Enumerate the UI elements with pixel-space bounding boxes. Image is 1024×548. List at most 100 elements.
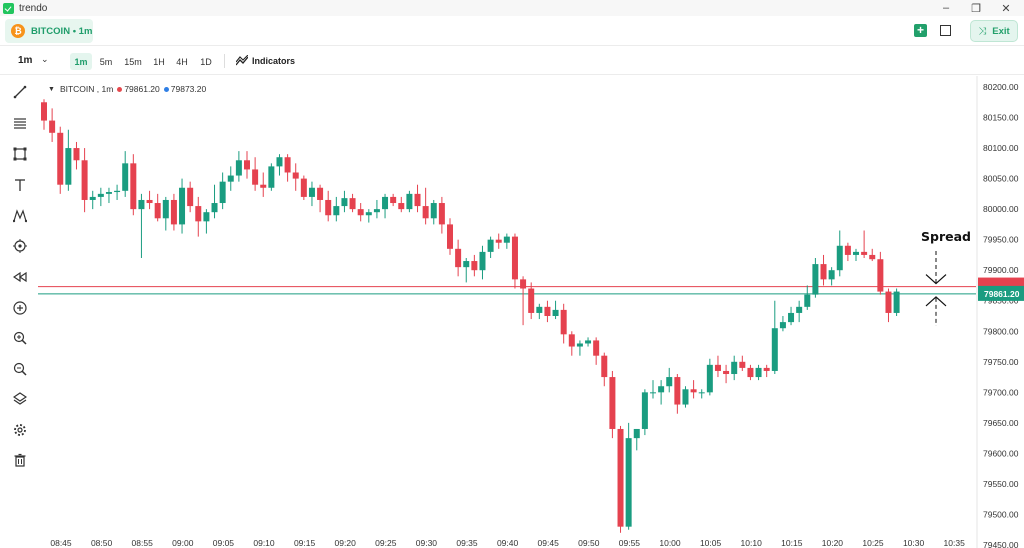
candle-body[interactable]: [179, 187, 186, 225]
candle-body[interactable]: [650, 392, 656, 394]
candle-body[interactable]: [560, 309, 567, 335]
candle-body[interactable]: [122, 163, 129, 191]
trend-line-icon[interactable]: [11, 83, 29, 101]
timeframe-4h[interactable]: 4H: [176, 56, 188, 67]
candle-body[interactable]: [617, 428, 624, 527]
candle-body[interactable]: [641, 392, 648, 429]
candle-body[interactable]: [422, 206, 429, 219]
candle-body[interactable]: [455, 248, 462, 268]
candle-body[interactable]: [861, 251, 868, 255]
symbol-tab[interactable]: ₿ BITCOIN • 1m: [5, 19, 93, 43]
candle-body[interactable]: [130, 163, 137, 210]
candle-body[interactable]: [609, 377, 616, 429]
candle-body[interactable]: [284, 157, 291, 173]
candle-body[interactable]: [438, 203, 445, 225]
candle-body[interactable]: [779, 322, 786, 329]
candle-body[interactable]: [885, 291, 892, 313]
add-icon[interactable]: [11, 299, 29, 317]
candle-body[interactable]: [536, 306, 543, 313]
layout-toggle-button[interactable]: [940, 25, 951, 36]
candle-body[interactable]: [276, 157, 283, 167]
candle-body[interactable]: [731, 361, 738, 375]
candle-body[interactable]: [81, 160, 88, 200]
add-chart-button[interactable]: +: [914, 24, 927, 37]
interval-select[interactable]: 1m: [18, 55, 33, 66]
restore-icon[interactable]: ❐: [971, 2, 981, 15]
candle-body[interactable]: [341, 198, 348, 207]
candle-body[interactable]: [252, 169, 259, 185]
horizontal-lines-icon[interactable]: [11, 114, 29, 132]
candle-body[interactable]: [138, 199, 145, 210]
candle-body[interactable]: [97, 193, 104, 197]
layers-icon[interactable]: [11, 390, 29, 408]
candle-body[interactable]: [308, 187, 315, 197]
candle-body[interactable]: [430, 203, 437, 219]
candle-body[interactable]: [414, 193, 421, 207]
candle-body[interactable]: [844, 245, 851, 255]
candle-body[interactable]: [154, 203, 161, 219]
zoom-in-icon[interactable]: [11, 329, 29, 347]
candle-body[interactable]: [382, 196, 389, 210]
candle-body[interactable]: [203, 212, 210, 222]
candle-body[interactable]: [495, 239, 502, 243]
pattern-icon[interactable]: [11, 207, 29, 225]
candle-body[interactable]: [57, 132, 64, 185]
candle-body[interactable]: [544, 306, 551, 316]
candle-body[interactable]: [73, 148, 80, 161]
timeframe-1m[interactable]: 1m: [70, 53, 92, 70]
timeframe-15m[interactable]: 15m: [124, 56, 142, 67]
candle-body[interactable]: [317, 187, 324, 200]
candle-body[interactable]: [698, 392, 705, 394]
candle-body[interactable]: [89, 196, 96, 200]
candle-body[interactable]: [349, 198, 356, 210]
candle-body[interactable]: [325, 199, 332, 216]
candle-body[interactable]: [820, 264, 827, 280]
candle-body[interactable]: [520, 279, 527, 289]
candle-body[interactable]: [235, 160, 242, 176]
candle-body[interactable]: [763, 367, 770, 371]
candle-body[interactable]: [747, 367, 754, 378]
candle-body[interactable]: [528, 288, 535, 313]
candle-body[interactable]: [170, 199, 177, 225]
candle-body[interactable]: [836, 245, 843, 271]
candle-body[interactable]: [463, 261, 470, 268]
candle-body[interactable]: [219, 181, 226, 204]
chevron-down-icon[interactable]: ⌄: [41, 54, 49, 64]
text-icon[interactable]: [11, 176, 29, 194]
candle-body[interactable]: [576, 343, 583, 347]
candle-body[interactable]: [593, 340, 600, 356]
timeframe-1d[interactable]: 1D: [200, 56, 212, 67]
close-icon[interactable]: ✕: [1001, 2, 1011, 15]
rewind-icon[interactable]: [11, 268, 29, 286]
candle-body[interactable]: [853, 251, 859, 255]
candle-body[interactable]: [333, 206, 340, 216]
candle-body[interactable]: [105, 192, 112, 194]
candle-body[interactable]: [447, 224, 453, 249]
candle-body[interactable]: [877, 259, 884, 292]
zoom-out-icon[interactable]: [11, 360, 29, 378]
candle-body[interactable]: [260, 184, 267, 188]
candle-body[interactable]: [714, 364, 721, 371]
candle-body[interactable]: [625, 438, 632, 527]
candle-body[interactable]: [658, 386, 665, 393]
candle-body[interactable]: [471, 261, 478, 271]
candle-body[interactable]: [41, 102, 47, 121]
trash-icon[interactable]: [11, 451, 29, 469]
candle-body[interactable]: [739, 361, 746, 368]
candle-body[interactable]: [146, 199, 153, 204]
candle-body[interactable]: [723, 370, 730, 375]
rectangle-icon[interactable]: [11, 145, 29, 163]
candle-body[interactable]: [268, 166, 275, 188]
candle-body[interactable]: [706, 364, 713, 393]
candle-body[interactable]: [893, 291, 900, 313]
indicators-button[interactable]: Indicators: [252, 56, 296, 66]
candle-body[interactable]: [804, 294, 811, 307]
candle-body[interactable]: [585, 340, 592, 344]
candle-body[interactable]: [869, 254, 876, 260]
candle-body[interactable]: [357, 209, 364, 216]
indicators-icon[interactable]: [236, 55, 248, 67]
candle-body[interactable]: [828, 270, 835, 280]
candle-body[interactable]: [788, 312, 795, 323]
candle-body[interactable]: [503, 236, 510, 243]
candle-body[interactable]: [666, 377, 673, 387]
